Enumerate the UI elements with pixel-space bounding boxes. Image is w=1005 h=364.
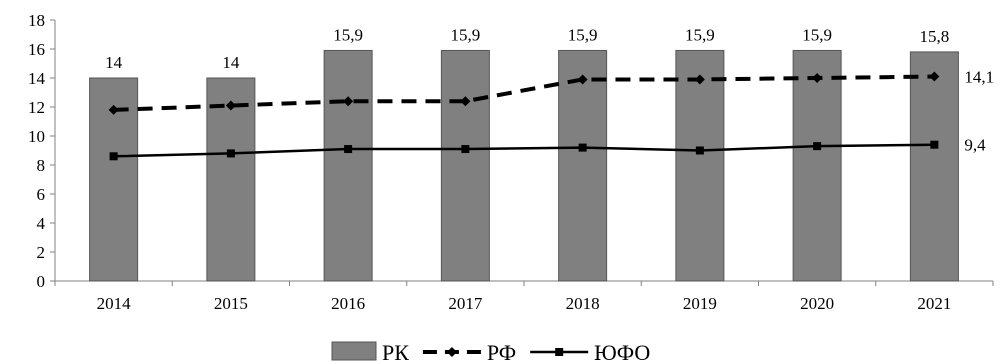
x-tick-label: 2016: [331, 294, 365, 313]
marker-diamond: [577, 74, 588, 85]
marker-square: [109, 152, 118, 161]
legend-label: РК: [382, 340, 409, 364]
marker-diamond: [343, 96, 354, 107]
y-tick-label: 4: [37, 214, 46, 233]
x-tick-label: 2014: [97, 294, 132, 313]
line-solid: [113, 143, 935, 158]
x-tick-label: 2021: [917, 294, 951, 313]
line-series: [108, 71, 940, 161]
y-tick-label: 14: [28, 69, 46, 88]
bar-value-label: 14: [105, 53, 123, 72]
marker-diamond: [812, 73, 823, 83]
bar: [323, 49, 373, 282]
y-axis: 0 2 4 6 8 10 12 14 16 18: [28, 11, 56, 291]
marker-diamond: [694, 74, 705, 85]
bar: [89, 77, 139, 282]
marker-square: [813, 142, 822, 151]
bar-value-label: 15,9: [802, 25, 832, 44]
bar-value-label: 15,9: [568, 25, 598, 44]
legend-swatch-bar: [331, 341, 377, 361]
x-tick-label: 2020: [800, 294, 834, 313]
x-tick-label: 2018: [566, 294, 600, 313]
y-tick-label: 12: [28, 98, 45, 117]
bar: [206, 77, 256, 282]
marker-diamond: [225, 100, 236, 111]
legend-label: ЮФО: [594, 340, 650, 364]
bar-value-label: 15,8: [920, 27, 950, 46]
y-tick-label: 10: [28, 127, 45, 146]
marker-square: [555, 348, 564, 356]
bar: [675, 49, 725, 282]
y-tick-label: 8: [37, 156, 46, 175]
bar-value-label: 15,9: [333, 25, 363, 44]
bar-value-label: 14: [222, 53, 240, 72]
x-tick-label: 2017: [448, 294, 483, 313]
line-end-label: 14,1: [964, 68, 994, 87]
x-axis: 2014 2015 2016 2017 2018 2019 2020 2021: [54, 280, 994, 313]
y-tick-label: 6: [37, 185, 46, 204]
bar: [558, 49, 608, 282]
bar-value-label: 15,9: [685, 25, 715, 44]
bar-value-label: 15,9: [451, 25, 481, 44]
y-tick-label: 0: [37, 272, 46, 291]
legend: РК РФ ЮФО: [331, 340, 650, 364]
marker-diamond: [460, 96, 471, 107]
x-tick-label: 2015: [214, 294, 248, 313]
marker-square: [578, 143, 587, 152]
marker-square: [226, 149, 235, 158]
marker-square: [930, 140, 939, 149]
x-tick-label: 2019: [683, 294, 717, 313]
marker-diamond: [929, 71, 940, 82]
marker-diamond: [108, 104, 119, 115]
marker-square: [461, 145, 470, 154]
y-tick-label: 18: [28, 11, 45, 30]
marker-square: [344, 145, 353, 154]
bar: [909, 51, 959, 282]
legend-label: РФ: [487, 340, 516, 364]
line-end-label: 9,4: [964, 136, 986, 155]
line-dashed: [113, 74, 935, 112]
bar: [440, 49, 490, 282]
bar: [792, 49, 842, 282]
marker-diamond: [446, 347, 457, 357]
y-tick-label: 16: [28, 40, 45, 59]
marker-square: [695, 146, 704, 155]
y-tick-label: 2: [37, 243, 46, 262]
data-labels: 14 14 15,9 15,9 15,9 15,9 15,9 15,8 14,1 9,4: [105, 25, 994, 154]
bar-series: [89, 49, 959, 282]
